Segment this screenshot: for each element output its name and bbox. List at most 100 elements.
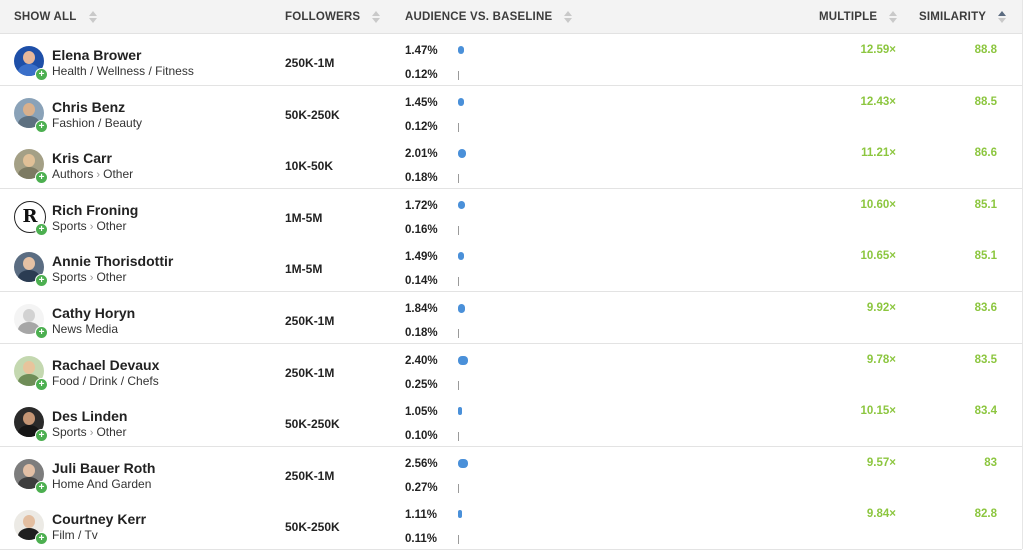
influencer-category: Sports › Other	[52, 219, 126, 233]
baseline-percent: 0.18%	[405, 327, 438, 339]
audience-percent: 2.01%	[405, 148, 438, 161]
baseline-percent: 0.18%	[405, 172, 438, 185]
category-segment: Authors	[52, 167, 94, 182]
baseline-bar	[458, 174, 459, 184]
table-row[interactable]: + Chris Benz Fashion / Beauty 50K-250K 1.45%…	[0, 85, 1022, 138]
influencer-name[interactable]: Elena Brower	[52, 47, 142, 63]
category-segment: News Media	[52, 322, 119, 336]
similarity-score: 88.5	[974, 95, 997, 108]
influencer-category: Food / Drink / Chefs	[52, 374, 159, 388]
table-row[interactable]: + Rachael Devaux Food / Drink / Chefs 250K-…	[0, 343, 1022, 396]
sort-arrows-icon	[372, 10, 381, 23]
influencer-name[interactable]: Rachael Devaux	[52, 356, 160, 373]
baseline-bar	[458, 380, 459, 390]
similarity-score: 83.4	[974, 405, 997, 418]
followers-header[interactable]: FOLLOWERS	[285, 0, 381, 33]
table-row[interactable]: + Elena Brower Health / Wellness / Fitness…	[0, 34, 1022, 86]
add-influencer-button[interactable]: +	[35, 532, 48, 546]
influencer-name[interactable]: Cathy Horyn	[52, 305, 136, 321]
table-row[interactable]: + Juli Bauer Roth Home And Garden 250K-1M 2.…	[0, 446, 1022, 499]
category-segment: Food / Drink / Chefs	[52, 373, 159, 388]
audience-bar	[458, 510, 463, 519]
baseline-bar	[458, 329, 459, 338]
add-influencer-button[interactable]: +	[35, 222, 48, 236]
influencer-category: Sports › Other	[52, 425, 126, 439]
influencer-name[interactable]: Rich Froning	[52, 201, 139, 218]
baseline-bar	[458, 122, 459, 132]
table-header: SHOW ALL FOLLOWERS AUDIENCE VS. BASELINE…	[0, 0, 1022, 34]
sort-arrows-icon	[889, 10, 898, 23]
influencer-name[interactable]: Courtney Kerr	[52, 511, 147, 528]
table-row[interactable]: + Annie Thorisdottir Sports › Other 1M-5M 1.…	[0, 240, 1022, 293]
table-row[interactable]: + Kris Carr Authors › Other 10K-50K 2.01% 0.1…	[0, 137, 1022, 190]
add-influencer-button[interactable]: +	[35, 429, 48, 443]
baseline-percent: 0.11%	[405, 533, 437, 546]
add-influencer-button[interactable]: +	[35, 326, 48, 339]
baseline-bar	[458, 535, 459, 545]
similarity-header[interactable]: SIMILARITY	[919, 0, 1007, 33]
avatar[interactable]	[14, 407, 44, 438]
sort-arrows-icon	[88, 10, 97, 23]
influencer-name[interactable]: Juli Bauer Roth	[52, 459, 156, 476]
similarity-score: 82.8	[974, 508, 997, 521]
influencer-category: Film / Tv	[52, 528, 98, 542]
similarity-score: 85.1	[974, 250, 997, 263]
baseline-percent: 0.12%	[405, 69, 438, 81]
influencer-name[interactable]: Chris Benz	[52, 98, 126, 115]
avatar[interactable]	[14, 252, 44, 283]
sort-ascending-icon	[998, 10, 1007, 23]
audience-percent: 1.11%	[405, 509, 437, 522]
add-influencer-button[interactable]: +	[35, 480, 48, 494]
add-influencer-button[interactable]: +	[35, 377, 48, 391]
audience-percent: 2.40%	[405, 354, 438, 367]
followers-range: 250K-1M	[285, 365, 335, 380]
followers-range: 250K-1M	[285, 56, 335, 70]
table-row[interactable]: R + Rich Froning Sports › Other 1M-5M 1.72% 0.…	[0, 188, 1022, 241]
audience-percent: 1.72%	[405, 199, 438, 212]
multiple-value: 9.57×	[866, 456, 896, 469]
multiple-header[interactable]: MULTIPLE	[819, 0, 898, 33]
followers-range: 250K-1M	[285, 468, 335, 483]
add-influencer-button[interactable]: +	[35, 68, 48, 81]
chevron-right-icon: ›	[86, 427, 97, 440]
similarity-score: 88.8	[974, 44, 997, 56]
audience-header[interactable]: AUDIENCE VS. BASELINE	[405, 0, 573, 33]
avatar[interactable]	[14, 458, 44, 489]
audience-percent: 1.05%	[405, 406, 438, 419]
audience-bar	[458, 355, 468, 365]
baseline-bar	[458, 225, 459, 235]
category-segment: Home And Garden	[52, 476, 152, 491]
baseline-bar	[458, 432, 459, 442]
multiple-value: 9.78×	[866, 353, 896, 366]
table-row[interactable]: + Des Linden Sports › Other 50K-250K 1.05% 0.…	[0, 395, 1022, 448]
category-segment: Sports	[52, 270, 87, 285]
audience-bar	[458, 46, 464, 54]
influencer-name[interactable]: Kris Carr	[52, 150, 112, 167]
influencer-category: Authors › Other	[52, 167, 133, 181]
followers-range: 1M-5M	[285, 210, 323, 225]
influencer-category: Fashion / Beauty	[52, 116, 142, 130]
baseline-percent: 0.14%	[405, 275, 438, 288]
baseline-bar	[458, 277, 459, 287]
add-influencer-button[interactable]: +	[35, 119, 48, 133]
followers-range: 10K-50K	[285, 159, 334, 174]
table-row[interactable]: + Cathy Horyn News Media 250K-1M 1.84% 0.18% 9…	[0, 292, 1022, 344]
audience-percent: 1.49%	[405, 251, 438, 264]
show-all-header[interactable]: SHOW ALL	[14, 0, 97, 33]
influencer-category: Health / Wellness / Fitness	[52, 64, 194, 78]
baseline-percent: 0.12%	[405, 120, 438, 133]
similarity-score: 83.5	[974, 353, 997, 366]
logo-icon: R	[22, 206, 38, 228]
audience-bar	[458, 149, 467, 159]
multiple-value: 12.59×	[860, 44, 897, 56]
audience-percent: 1.84%	[405, 303, 438, 315]
add-influencer-button[interactable]: +	[35, 274, 48, 288]
audience-bar	[458, 458, 469, 468]
table-row[interactable]: + Courtney Kerr Film / Tv 50K-250K 1.11% 0.11…	[0, 498, 1022, 550]
avatar[interactable]	[14, 97, 44, 128]
add-influencer-button[interactable]: +	[35, 171, 48, 185]
influencer-name[interactable]: Annie Thorisdottir	[52, 253, 174, 270]
influencer-name[interactable]: Des Linden	[52, 408, 128, 425]
show-all-label: SHOW ALL	[14, 10, 77, 23]
